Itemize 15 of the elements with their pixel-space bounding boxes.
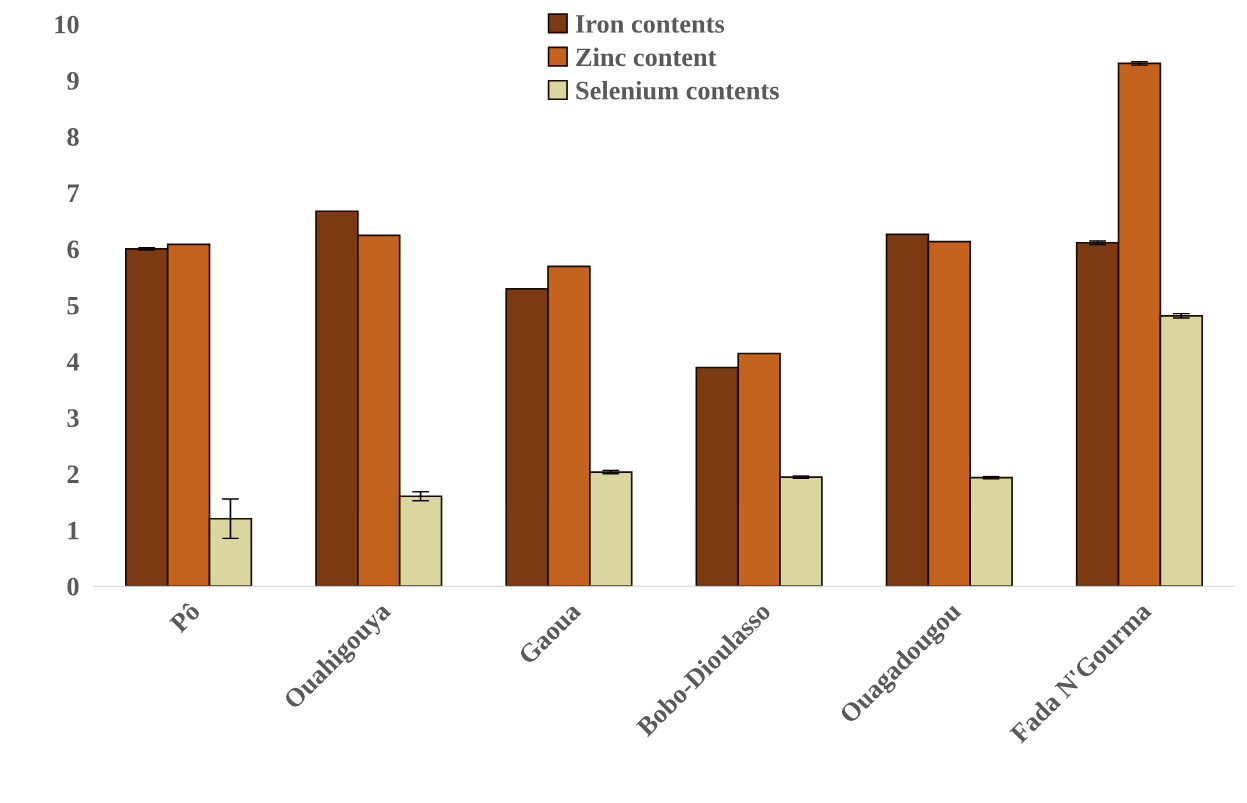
y-tick-label: 7 (67, 184, 79, 202)
legend-label: Iron contents (575, 15, 725, 33)
y-tick-label: 5 (67, 297, 79, 315)
legend-label: Selenium contents (576, 80, 779, 100)
y-tick-label: 8 (67, 128, 79, 146)
x-tick-label: Pô (167, 600, 202, 634)
y-tick-label: 0 (67, 577, 79, 596)
y-tick-label: 2 (67, 465, 79, 483)
y-tick-label: 6 (67, 240, 79, 259)
legend-label: Zinc content (576, 47, 717, 67)
y-tick-label: 3 (67, 409, 79, 427)
y-tick-label: 9 (67, 71, 79, 90)
y-tick-label: 1 (68, 521, 79, 540)
y-tick-label: 10 (55, 15, 79, 34)
y-tick-label: 4 (66, 353, 80, 371)
